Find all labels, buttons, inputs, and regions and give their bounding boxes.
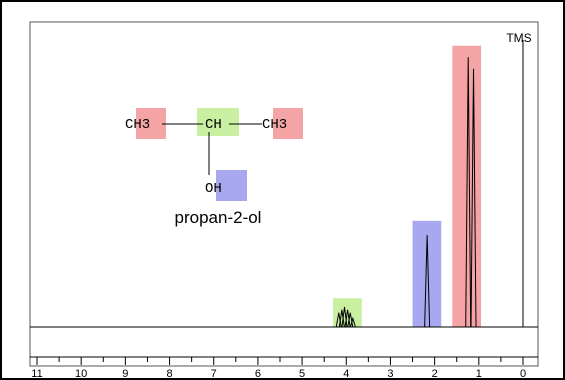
molecule-name: propan-2-ol [175, 208, 262, 227]
peak-methine [344, 309, 351, 328]
x-tick-label: 1 [476, 368, 482, 380]
x-tick-label: 3 [387, 368, 393, 380]
peak-methyl [470, 68, 477, 328]
tms-label: TMS [506, 31, 531, 45]
x-tick-label: 5 [299, 368, 305, 380]
x-tick-label: 7 [211, 368, 217, 380]
peak-methine [338, 309, 345, 328]
x-axis: 11 10 9 8 7 6 5 4 3 2 1 0 [30, 356, 538, 380]
methine-highlight [197, 108, 239, 136]
right-methyl-label: CH3 [262, 117, 287, 133]
hydroxyl-label: OH [205, 181, 222, 197]
hydroxyl-highlight [216, 170, 247, 201]
methine-label: CH [205, 117, 222, 133]
peak-methine [349, 316, 356, 328]
x-tick-label: 11 [31, 368, 42, 380]
peak-layer [335, 57, 477, 328]
right-methyl-highlight [273, 108, 303, 139]
x-tick-label: 9 [122, 368, 128, 380]
x-tick-label: 0 [520, 368, 526, 380]
left-methyl-label: CH3 [125, 117, 150, 133]
x-tick-label: 10 [75, 368, 87, 380]
x-tick-label: 2 [432, 368, 438, 380]
peak-hydroxyl [424, 235, 431, 328]
molecule-structure: CH3 CH CH3 OH propan-2-ol [125, 108, 303, 227]
x-tick-label: 6 [255, 368, 261, 380]
x-tick-label: 8 [166, 368, 172, 380]
x-tick-label: 4 [343, 368, 349, 380]
left-methyl-highlight [136, 108, 166, 139]
peak-methyl [465, 57, 472, 328]
